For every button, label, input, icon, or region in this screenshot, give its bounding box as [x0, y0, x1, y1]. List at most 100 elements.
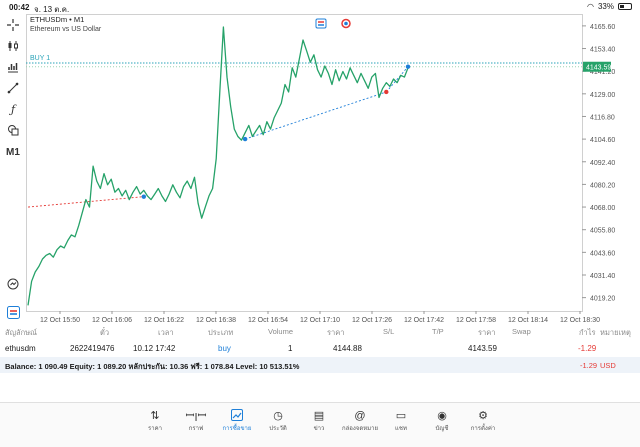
col-tp: T/P	[432, 327, 444, 336]
col-current-price: ราคา	[478, 328, 496, 337]
y-tick-label: 4165.60	[590, 24, 615, 31]
x-tick-label: 12 Oct 18:30	[560, 317, 600, 324]
x-tick-label: 12 Oct 17:58	[456, 317, 496, 324]
chart-symbol: ETHUSDm • M1	[30, 15, 84, 24]
current-price-label: 4143.59	[586, 65, 611, 72]
balance-currency: USD	[600, 361, 616, 370]
row-ticket: 2622419476	[70, 344, 115, 353]
col-time: เวลา	[158, 328, 174, 337]
tab-chat[interactable]: ▭ แชท	[381, 409, 421, 433]
tab-trade-label: การซื้อขาย	[222, 426, 252, 432]
broker-logo-icon[interactable]	[4, 304, 22, 320]
history-icon: ◷	[273, 410, 283, 422]
trade-marker	[242, 136, 248, 142]
x-tick-label: 12 Oct 16:54	[248, 317, 288, 324]
tab-chart[interactable]: ꟷꞁꟷ กราฟ	[176, 409, 216, 433]
tab-chat-label: แชท	[395, 426, 407, 432]
row-current-price: 4143.59	[468, 344, 497, 353]
timeframe-label[interactable]: M1	[6, 146, 20, 158]
battery-percent: 33%	[597, 2, 614, 11]
row-symbol: ethusdm	[5, 344, 36, 353]
crosshair-icon[interactable]	[4, 17, 22, 33]
plot-frame	[26, 14, 583, 312]
indicators-icon[interactable]	[4, 59, 22, 75]
accounts-icon: ◉	[437, 410, 447, 422]
chart-symbol-desc: Ethereum vs US Dollar	[30, 26, 102, 33]
y-tick-label: 4043.60	[590, 250, 615, 257]
col-profit: กำไร	[579, 328, 596, 337]
tab-history-label: ประวัติ	[269, 426, 287, 432]
x-tick-label: 12 Oct 15:50	[40, 317, 80, 324]
tab-settings-label: การตั้งค่า	[470, 426, 496, 432]
trade-line	[27, 196, 144, 208]
tab-mailbox-label: กล่องจดหมาย	[341, 426, 379, 432]
zoom-icon[interactable]	[4, 276, 22, 292]
objects-icon[interactable]	[4, 80, 22, 96]
col-price: ราคา	[327, 328, 345, 337]
col-ticket: ตั๋ว	[100, 328, 110, 337]
balance-bar: Balance: 1 090.49 Equity: 1 089.20 หลักป…	[0, 357, 640, 373]
x-tick-label: 12 Oct 16:06	[92, 317, 132, 324]
chart-svg[interactable]: 4165.60 4153.40 4141.20 4129.00 4116.80 4104.…	[26, 14, 640, 332]
trade-icon	[217, 409, 257, 423]
table-row[interactable]: ethusdm 2622419476 10.12 17:42 buy 1 414…	[0, 340, 640, 357]
y-tick-label: 4116.80	[590, 114, 615, 121]
col-swap: Swap	[512, 327, 531, 336]
col-volume: Volume	[268, 327, 294, 336]
status-right: ◠ 33%	[587, 2, 632, 11]
price-chart[interactable]: 4165.60 4153.40 4141.20 4129.00 4116.80 4104.…	[26, 14, 640, 332]
tab-accounts[interactable]: ◉ บัญชี	[422, 409, 462, 433]
status-time: 00:42	[9, 3, 30, 12]
tab-quotes-label: ราคา	[148, 426, 162, 432]
col-sl: S/L	[383, 327, 395, 336]
tab-mailbox[interactable]: @ กล่องจดหมาย	[340, 409, 380, 433]
trade-marker	[384, 89, 389, 95]
row-type: buy	[218, 344, 231, 353]
y-tick-label: 4104.60	[590, 137, 615, 144]
positions-header: สัญลักษณ์ ตั๋ว เวลา ประเภท Volume ราคา S…	[0, 323, 640, 340]
row-profit: -1.29	[578, 344, 597, 353]
wifi-icon: ◠	[587, 2, 594, 11]
x-tick-label: 12 Oct 17:26	[352, 317, 392, 324]
tab-settings[interactable]: ⚙ การตั้งค่า	[463, 409, 503, 433]
trade-marker	[405, 64, 411, 69]
news-icon: ▤	[313, 410, 325, 422]
row-time: 10.12 17:42	[133, 344, 176, 353]
trade-line	[245, 91, 387, 140]
y-tick-label: 4092.40	[590, 160, 615, 167]
y-tick-label: 4031.40	[590, 273, 615, 280]
tab-history[interactable]: ◷ ประวัติ	[258, 409, 298, 433]
function-icon[interactable]: ƒ	[10, 102, 16, 116]
tab-accounts-label: บัญชี	[435, 426, 449, 432]
balance-profit: -1.29	[580, 361, 598, 370]
y-tick-label: 4080.20	[590, 182, 615, 189]
col-symbol: สัญลักษณ์	[5, 328, 38, 337]
current-price-box	[583, 61, 611, 72]
tab-quotes[interactable]: ⇅ ราคา	[135, 409, 175, 433]
y-tick-label: 4153.40	[590, 47, 615, 54]
col-type: ประเภท	[208, 328, 234, 337]
price-series-line	[27, 26, 409, 306]
y-tick-label: 4055.80	[590, 228, 615, 235]
y-tick-label: 4141.20	[590, 69, 615, 76]
settings-icon: ⚙	[478, 410, 488, 422]
x-tick-label: 12 Oct 16:22	[144, 317, 184, 324]
candles-icon[interactable]	[4, 38, 22, 54]
tab-news-label: ข่าว	[313, 426, 325, 432]
tab-bar: ⇅ ราคา ꟷꞁꟷ กราฟ การซื้อขาย ◷ ประวัติ ▤ ข…	[0, 402, 640, 447]
one-click-icon	[315, 18, 327, 29]
x-tick-label: 12 Oct 16:38	[196, 317, 236, 324]
chart-icon: ꟷꞁꟷ	[185, 410, 207, 422]
y-tick-label: 4019.20	[590, 296, 615, 303]
signal-icon	[341, 18, 351, 29]
balance-text: Balance: 1 090.49 Equity: 1 089.20 หลักป…	[5, 362, 300, 371]
quotes-icon: ⇅	[150, 410, 160, 422]
shapes-icon[interactable]	[4, 122, 22, 138]
trade-marker	[141, 194, 147, 199]
tab-trade[interactable]: การซื้อขาย	[217, 409, 257, 433]
x-tick-label: 12 Oct 17:10	[300, 317, 340, 324]
x-tick-label: 12 Oct 17:42	[404, 317, 444, 324]
tab-chart-label: กราฟ	[188, 426, 204, 432]
tab-news[interactable]: ▤ ข่าว	[299, 409, 339, 433]
signal-icon-core	[344, 21, 348, 26]
